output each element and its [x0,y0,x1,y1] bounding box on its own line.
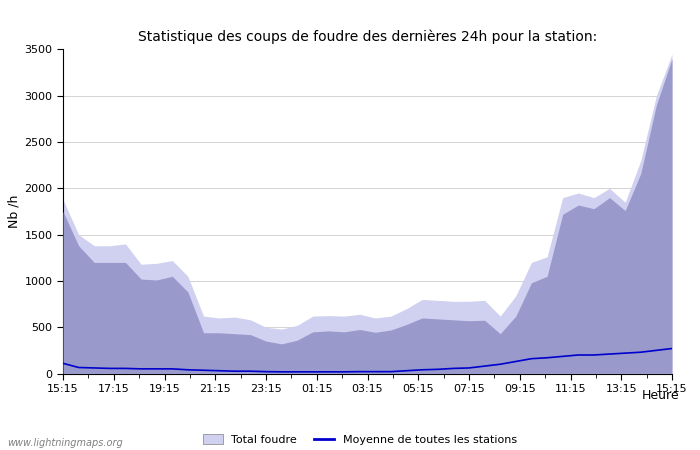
Text: www.lightningmaps.org: www.lightningmaps.org [7,438,122,448]
Title: Statistique des coups de foudre des dernières 24h pour la station:: Statistique des coups de foudre des dern… [138,30,597,44]
Text: Heure: Heure [641,389,679,402]
Y-axis label: Nb /h: Nb /h [7,195,20,228]
